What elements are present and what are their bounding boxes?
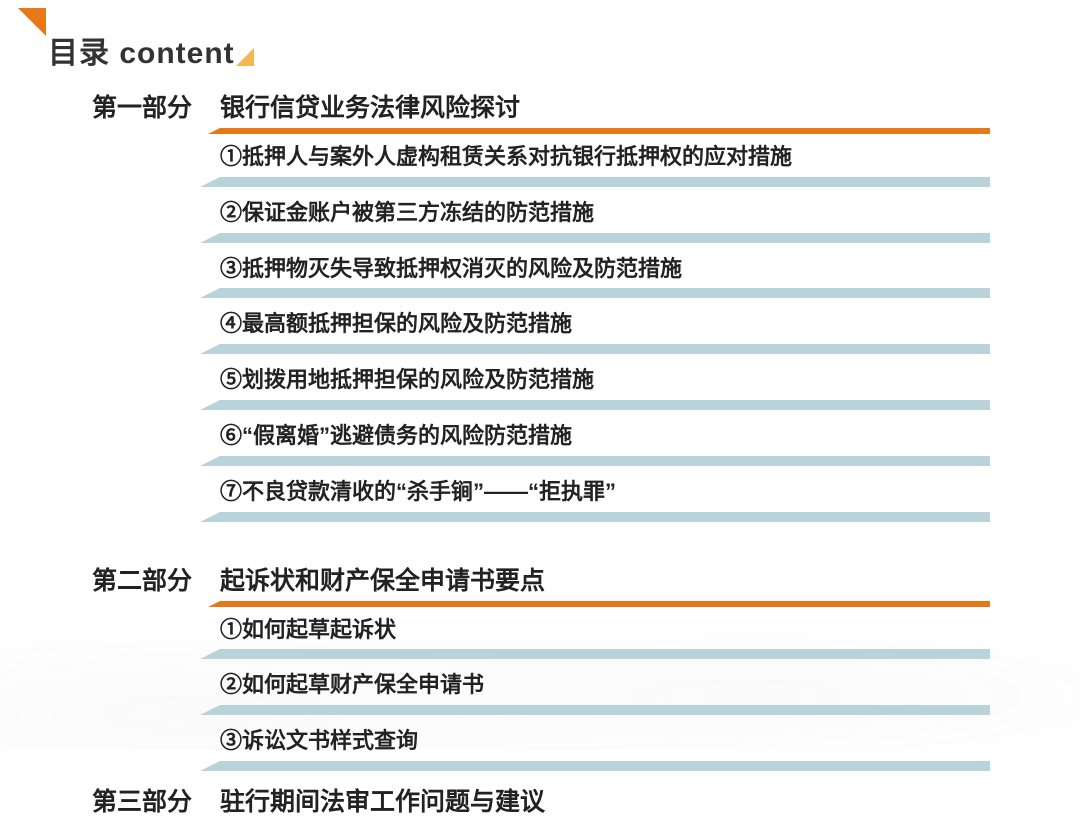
section-gap (0, 525, 1080, 553)
title-accent-icon (236, 48, 254, 66)
item-text: ⑦不良贷款清收的“杀手锏”——“拒执罪” (220, 477, 990, 512)
list-item: ③诉讼文书样式查询 (220, 718, 990, 774)
item-text: ③诉讼文书样式查询 (220, 726, 990, 761)
item-divider-blue (220, 649, 990, 659)
item-text: ⑤划拨用地抵押担保的风险及防范措施 (220, 365, 990, 400)
list-item: ⑥“假离婚”逃避债务的风险防范措施 (220, 413, 990, 469)
item-divider-blue (220, 512, 990, 522)
part-label: 第三部分 (92, 782, 220, 818)
list-item: ④最高额抵押担保的风险及防范措施 (220, 301, 990, 357)
item-divider-blue (220, 344, 990, 354)
part-label: 第一部分 (92, 88, 220, 124)
item-text: ⑥“假离婚”逃避债务的风险防范措施 (220, 421, 990, 456)
list-item: ①抵押人与案外人虚构租赁关系对抗银行抵押权的应对措施 (220, 134, 990, 190)
list-item: ②保证金账户被第三方冻结的防范措施 (220, 190, 990, 246)
section-part-3: 第三部分 驻行期间法审工作问题与建议 (0, 782, 1080, 818)
corner-accent-icon (18, 8, 46, 36)
section-header: 第二部分 起诉状和财产保全申请书要点 (0, 561, 1080, 597)
list-item: ③抵押物灭失导致抵押权消灭的风险及防范措施 (220, 246, 990, 302)
item-divider-blue (220, 705, 990, 715)
item-divider-blue (220, 177, 990, 187)
list-item: ⑤划拨用地抵押担保的风险及防范措施 (220, 357, 990, 413)
item-divider-blue (220, 761, 990, 771)
content-area: 第一部分 银行信贷业务法律风险探讨 ①抵押人与案外人虚构租赁关系对抗银行抵押权的… (0, 80, 1080, 818)
item-text: ①如何起草起诉状 (220, 615, 990, 650)
section-header: 第三部分 驻行期间法审工作问题与建议 (0, 782, 1080, 818)
list-item: ⑦不良贷款清收的“杀手锏”——“拒执罪” (220, 469, 990, 525)
section-part-1: 第一部分 银行信贷业务法律风险探讨 ①抵押人与案外人虚构租赁关系对抗银行抵押权的… (0, 88, 1080, 525)
item-text: ②保证金账户被第三方冻结的防范措施 (220, 198, 990, 233)
page-title: 目录 content (48, 28, 235, 72)
section-title: 起诉状和财产保全申请书要点 (220, 561, 545, 597)
section-title: 银行信贷业务法律风险探讨 (220, 88, 520, 124)
item-text: ④最高额抵押担保的风险及防范措施 (220, 309, 990, 344)
section-title: 驻行期间法审工作问题与建议 (220, 782, 545, 818)
section-part-2: 第二部分 起诉状和财产保全申请书要点 ①如何起草起诉状 ②如何起草财产保全申请书… (0, 561, 1080, 774)
item-text: ③抵押物灭失导致抵押权消灭的风险及防范措施 (220, 254, 990, 289)
item-text: ②如何起草财产保全申请书 (220, 670, 990, 705)
item-text: ①抵押人与案外人虚构租赁关系对抗银行抵押权的应对措施 (220, 142, 990, 177)
item-divider-blue (220, 233, 990, 243)
item-divider-blue (220, 400, 990, 410)
section-header: 第一部分 银行信贷业务法律风险探讨 (0, 88, 1080, 124)
list-item: ①如何起草起诉状 (220, 607, 990, 663)
item-divider-blue (220, 456, 990, 466)
list-item: ②如何起草财产保全申请书 (220, 662, 990, 718)
part-label: 第二部分 (92, 561, 220, 597)
item-divider-blue (220, 288, 990, 298)
